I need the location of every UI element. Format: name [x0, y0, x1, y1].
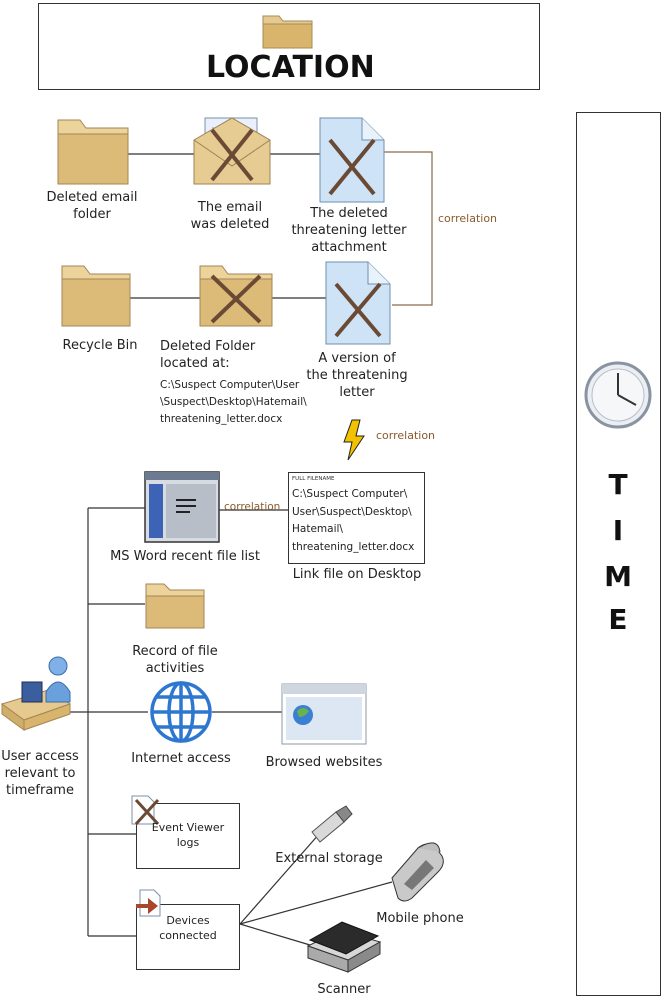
- correlation-label-top: correlation: [438, 212, 498, 225]
- label-devices-connected: Devices connected: [159, 914, 217, 942]
- label-deleted-email-folder: Deleted email folder: [46, 190, 138, 222]
- file-activities-folder-icon: [145, 583, 205, 629]
- devices-connected-box: [136, 904, 240, 970]
- correlation-label-word: correlation: [224, 501, 281, 513]
- deleted-email-folder-icon: [57, 119, 129, 185]
- link-file-path: C:\Suspect Computer\ User\Suspect\Deskto…: [292, 488, 415, 553]
- label-internet-access: Internet access: [131, 751, 231, 766]
- correlation-label-bolt: correlation: [376, 429, 436, 442]
- time-letter-i: I: [612, 514, 624, 547]
- recycle-bin-icon: [61, 265, 131, 327]
- label-mobile-phone: Mobile phone: [376, 911, 464, 926]
- time-letter-e: E: [608, 603, 628, 636]
- lightning-bolt-icon: [343, 419, 365, 461]
- label-file-activities: Record of file activities: [132, 644, 218, 676]
- label-version-letter: A version of the threatening letter: [306, 351, 408, 400]
- event-viewer-box: [136, 803, 240, 869]
- label-recycle-bin: Recycle Bin: [62, 338, 138, 353]
- label-user-access: User access relevant to timeframe: [1, 749, 79, 798]
- label-external-storage: External storage: [275, 851, 383, 866]
- location-header-box: [38, 3, 540, 90]
- time-letter-m: M: [604, 560, 632, 593]
- label-deleted-folder-path: C:\Suspect Computer\User \Suspect\Deskto…: [160, 379, 307, 425]
- label-scanner: Scanner: [317, 982, 371, 997]
- link-file-header: FULL FILENAME: [292, 476, 335, 482]
- label-deleted-attachment: The deleted threatening letter attachmen…: [291, 206, 407, 255]
- label-email-deleted: The email was deleted: [190, 200, 270, 232]
- label-link-file: Link file on Desktop: [292, 567, 422, 582]
- label-event-viewer: Event Viewer logs: [151, 821, 225, 849]
- time-letter-t: T: [608, 468, 628, 501]
- label-ms-word: MS Word recent file list: [110, 549, 260, 564]
- time-panel: [576, 112, 661, 996]
- label-deleted-folder: Deleted Folder located at:: [160, 339, 256, 371]
- link-file-box: [288, 472, 425, 564]
- label-browsed-websites: Browsed websites: [265, 755, 383, 770]
- page-title: LOCATION: [206, 50, 375, 85]
